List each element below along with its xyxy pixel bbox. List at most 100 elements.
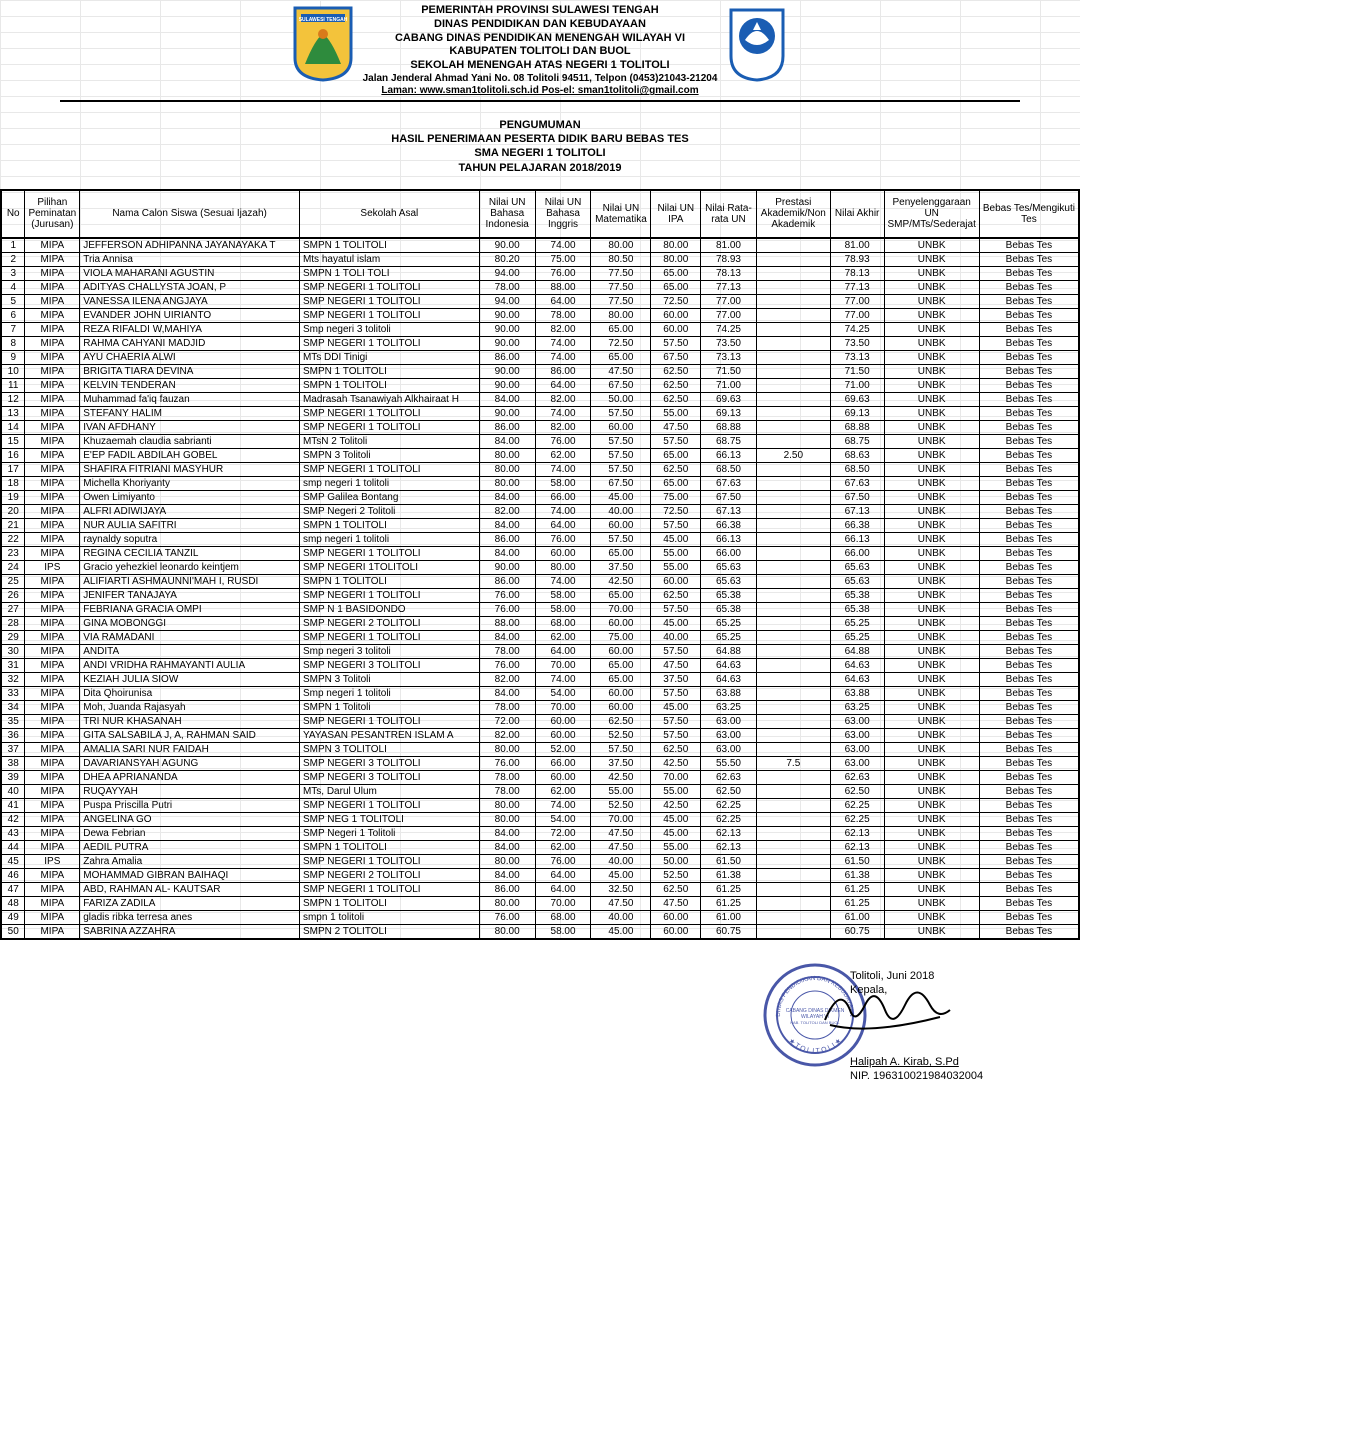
table-cell: SMP NEGERI 1 TOLITOLI xyxy=(299,588,479,602)
table-cell: 47.50 xyxy=(591,896,651,910)
table-cell: 68.50 xyxy=(701,462,757,476)
table-cell: MIPA xyxy=(25,574,80,588)
table-cell: UNBK xyxy=(884,546,979,560)
table-cell: MIPA xyxy=(25,658,80,672)
table-cell: 80.00 xyxy=(479,742,535,756)
table-cell: SMP NEGERI 1 TOLITOLI xyxy=(299,420,479,434)
table-cell: 57.50 xyxy=(591,448,651,462)
column-header: Pilihan Peminatan (Jurusan) xyxy=(25,190,80,238)
table-cell: 19 xyxy=(1,490,25,504)
table-cell: 62.00 xyxy=(535,840,591,854)
table-cell: 77.00 xyxy=(701,294,757,308)
table-cell: Bebas Tes xyxy=(979,546,1079,560)
table-cell: 70.00 xyxy=(535,896,591,910)
table-cell xyxy=(756,378,830,392)
table-cell: 6 xyxy=(1,308,25,322)
table-cell: UNBK xyxy=(884,812,979,826)
table-cell: Bebas Tes xyxy=(979,854,1079,868)
table-cell: 74.00 xyxy=(535,574,591,588)
table-cell: 67.50 xyxy=(651,350,701,364)
table-cell xyxy=(756,336,830,350)
table-cell: 63.00 xyxy=(830,756,884,770)
table-cell: SMPN 1 TOLITOLI xyxy=(299,238,479,253)
table-cell: MIPA xyxy=(25,490,80,504)
table-cell: 32 xyxy=(1,672,25,686)
table-cell: 52.50 xyxy=(591,798,651,812)
table-cell: Bebas Tes xyxy=(979,252,1079,266)
table-row: 8MIPARAHMA CAHYANI MADJIDSMP NEGERI 1 TO… xyxy=(1,336,1079,350)
table-cell: 65.25 xyxy=(830,630,884,644)
table-cell: 32.50 xyxy=(591,882,651,896)
letterhead: SULAWESI TENGAH PEMERINTAH PROVINSI SULA… xyxy=(0,0,1080,108)
table-cell xyxy=(756,294,830,308)
table-cell: SMPN 1 TOLITOLI xyxy=(299,364,479,378)
table-cell: 84.00 xyxy=(479,630,535,644)
table-cell: UNBK xyxy=(884,882,979,896)
table-cell: 38 xyxy=(1,756,25,770)
table-cell: UNBK xyxy=(884,714,979,728)
table-cell: UNBK xyxy=(884,518,979,532)
table-cell xyxy=(756,518,830,532)
table-cell: MIPA xyxy=(25,546,80,560)
table-cell: 63.00 xyxy=(830,714,884,728)
table-cell: UNBK xyxy=(884,476,979,490)
column-header: No xyxy=(1,190,25,238)
gov-line-5: SEKOLAH MENENGAH ATAS NEGERI 1 TOLITOLI xyxy=(363,59,718,73)
table-cell: 67.13 xyxy=(701,504,757,518)
table-cell: 63.88 xyxy=(830,686,884,700)
table-cell: UNBK xyxy=(884,364,979,378)
table-cell: ANDITA xyxy=(80,644,300,658)
table-cell: MIPA xyxy=(25,798,80,812)
table-cell: 55.00 xyxy=(651,560,701,574)
table-cell: 78.00 xyxy=(479,700,535,714)
table-cell: 62.25 xyxy=(830,798,884,812)
table-cell: 77.50 xyxy=(591,266,651,280)
table-cell: AEDIL PUTRA xyxy=(80,840,300,854)
table-cell xyxy=(756,266,830,280)
table-cell: MIPA xyxy=(25,280,80,294)
table-cell: 76.00 xyxy=(479,588,535,602)
table-cell xyxy=(756,742,830,756)
table-cell: RUQAYYAH xyxy=(80,784,300,798)
table-row: 34MIPAMoh, Juanda RajasyahSMPN 1 Tolitol… xyxy=(1,700,1079,714)
table-cell: UNBK xyxy=(884,756,979,770)
table-cell: 82.00 xyxy=(535,392,591,406)
table-cell: MIPA xyxy=(25,812,80,826)
table-cell: SMPN 1 TOLITOLI xyxy=(299,378,479,392)
table-cell: 90.00 xyxy=(479,364,535,378)
table-cell: 9 xyxy=(1,350,25,364)
table-cell xyxy=(756,616,830,630)
table-cell: SMP NEGERI 1 TOLITOLI xyxy=(299,406,479,420)
table-row: 35MIPATRI NUR KHASANAHSMP NEGERI 1 TOLIT… xyxy=(1,714,1079,728)
table-cell: Bebas Tes xyxy=(979,448,1079,462)
table-cell: MTsN 2 Tolitoli xyxy=(299,434,479,448)
table-cell: Bebas Tes xyxy=(979,588,1079,602)
table-cell: 60.00 xyxy=(651,308,701,322)
table-cell: Bebas Tes xyxy=(979,868,1079,882)
table-cell: 88.00 xyxy=(535,280,591,294)
table-cell: 90.00 xyxy=(479,378,535,392)
table-cell: Bebas Tes xyxy=(979,294,1079,308)
table-cell: 61.00 xyxy=(701,910,757,924)
table-cell: 84.00 xyxy=(479,826,535,840)
table-cell: 40 xyxy=(1,784,25,798)
table-cell xyxy=(756,728,830,742)
table-cell: SMP NEG 1 TOLITOLI xyxy=(299,812,479,826)
table-cell: VIOLA MAHARANI AGUSTIN xyxy=(80,266,300,280)
table-cell: 62.13 xyxy=(701,840,757,854)
table-cell: 61.25 xyxy=(830,896,884,910)
table-cell: 64.63 xyxy=(830,658,884,672)
table-cell: 7.5 xyxy=(756,756,830,770)
table-cell: UNBK xyxy=(884,798,979,812)
table-cell: 94.00 xyxy=(479,266,535,280)
table-cell: 37 xyxy=(1,742,25,756)
table-cell: SMPN 3 Tolitoli xyxy=(299,672,479,686)
table-cell: 45.00 xyxy=(591,924,651,939)
table-cell: MIPA xyxy=(25,924,80,939)
column-header: Sekolah Asal xyxy=(299,190,479,238)
table-cell: 40.00 xyxy=(651,630,701,644)
table-cell: 45.00 xyxy=(591,490,651,504)
table-cell: UNBK xyxy=(884,896,979,910)
table-cell: 12 xyxy=(1,392,25,406)
table-row: 12MIPAMuhammad fa'iq fauzanMadrasah Tsan… xyxy=(1,392,1079,406)
